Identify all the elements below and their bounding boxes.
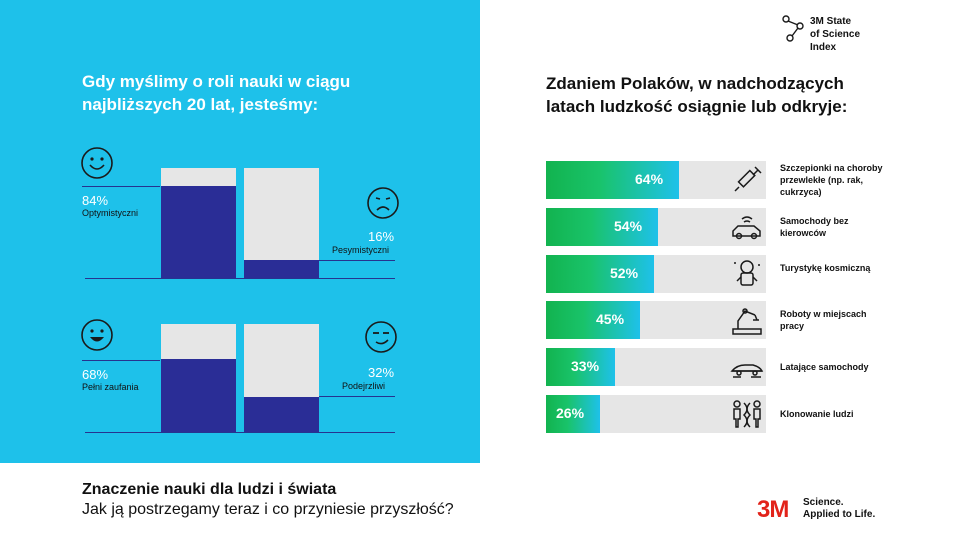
baseline-trusting — [82, 360, 160, 361]
hbar-track: 52% — [546, 255, 766, 293]
hbar-value-label: 45% — [596, 311, 625, 327]
baseline-pessimistic — [319, 260, 395, 261]
logo-text: 3M State of Science Index — [810, 15, 890, 54]
left-title: Gdy myślimy o roli nauki w ciągu najbliż… — [82, 72, 351, 114]
hbar-category-label: Latające samochody — [780, 362, 869, 372]
grinning-face-icon — [80, 318, 114, 352]
syringe-icon — [729, 163, 769, 201]
hbar-category-label: Turystykę kosmiczną — [780, 263, 871, 273]
hbar-bar — [546, 395, 600, 433]
brand-3m-logo: 3M — [757, 496, 789, 523]
bar-suspicious — [244, 397, 319, 432]
hbar-value-label: 26% — [556, 405, 585, 421]
bar-pessimistic — [244, 260, 319, 278]
hbar-category-label: Samochody bez kierowców — [780, 216, 849, 238]
astronaut-icon — [729, 257, 769, 295]
bar-bg-pessimistic — [244, 168, 319, 278]
hbar-bar — [546, 301, 640, 339]
molecule-logo-icon — [780, 14, 900, 54]
hbar-bar — [546, 161, 679, 199]
brand-tag-line2: Applied to Life. — [803, 509, 876, 520]
clone-icon — [729, 397, 769, 435]
skeptical-face-icon — [364, 320, 398, 354]
logo-line3: Index — [810, 42, 837, 53]
brand-tagline: Science. Applied to Life. — [803, 497, 875, 521]
axis-pair2 — [85, 432, 395, 433]
pct-suspicious: 32% — [368, 365, 395, 380]
axis-pair1 — [85, 278, 395, 279]
flying-car-icon — [729, 350, 769, 388]
robot-arm-icon — [729, 303, 769, 341]
pct-trusting: 68% — [82, 367, 109, 382]
baseline-suspicious — [319, 396, 395, 397]
bar-trusting — [161, 359, 236, 432]
label-suspicious: Podejrzliwi — [342, 381, 386, 391]
hbar-category-label: Klonowanie ludzi — [780, 409, 854, 419]
bar-optimistic — [161, 186, 236, 278]
footer-subtitle: Jak ją postrzegamy teraz i co przyniesie… — [82, 501, 454, 518]
smiling-face-icon — [80, 146, 114, 180]
hbar-value-label: 52% — [610, 265, 639, 281]
hbar-value-label: 33% — [571, 358, 600, 374]
hbar-track: 26% — [546, 395, 766, 433]
hbar-category-label: Szczepionki na choroby przewlekłe (np. r… — [780, 163, 883, 197]
hbar-value-label: 54% — [614, 218, 643, 234]
hbar-track: 45% — [546, 301, 766, 339]
label-optimistic: Optymistyczni — [82, 208, 139, 218]
baseline-optimistic — [82, 186, 160, 187]
autonomous-car-icon — [729, 210, 769, 248]
logo-line2: of Science — [810, 29, 861, 40]
hbar-track: 33% — [546, 348, 766, 386]
hbar-bar — [546, 208, 658, 246]
left-panel — [0, 0, 480, 463]
label-pessimistic: Pesymistyczni — [332, 245, 390, 255]
right-title: Zdaniem Polaków, w nadchodzących latach … — [546, 74, 848, 116]
hbar-bar — [546, 255, 654, 293]
brand-tag-line1: Science. — [803, 497, 844, 508]
logo-line1: 3M State — [810, 16, 852, 27]
hbar-value-label: 64% — [635, 171, 664, 187]
pct-pessimistic: 16% — [368, 229, 395, 244]
pct-optimistic: 84% — [82, 193, 109, 208]
footer-title: Znaczenie nauki dla ludzi i świata — [82, 481, 337, 498]
hbar-bar — [546, 348, 615, 386]
hbar-track: 64% — [546, 161, 766, 199]
sad-face-icon — [366, 186, 400, 220]
hbar-category-label: Roboty w miejscach pracy — [780, 309, 867, 331]
label-trusting: Pełni zaufania — [82, 382, 139, 392]
hbar-track: 54% — [546, 208, 766, 246]
